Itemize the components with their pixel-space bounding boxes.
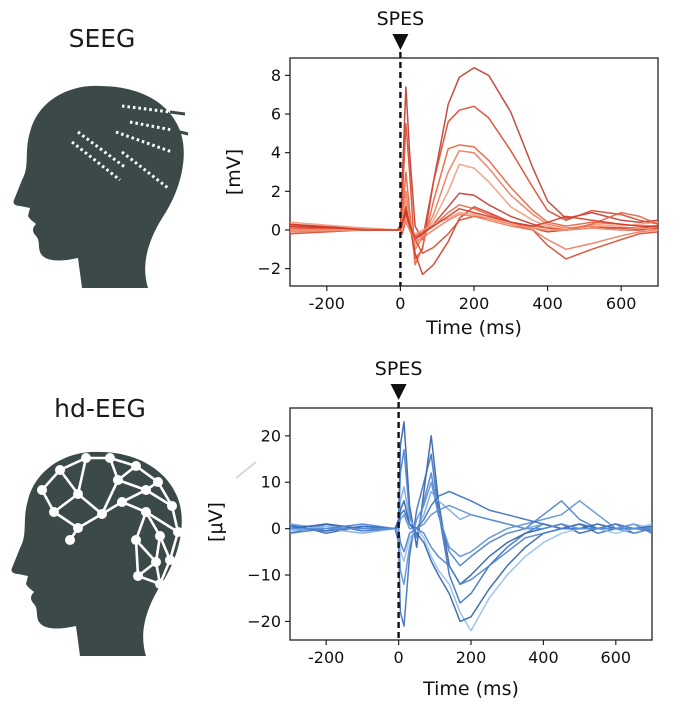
seeg-ticks: -200 0 200 400 600 −2 0 2 4 6 8 [257,66,636,313]
hd-eeg-y-tick-label: 10 [261,473,281,492]
hd-eeg-y-tick-label: −20 [247,612,281,631]
hd-eeg-y-tick-label: −10 [247,566,281,585]
hd-eeg-trace-1 [289,421,653,586]
decorative-connector [235,461,257,479]
seeg-y-tick-label: 8 [271,66,281,85]
seeg-x-tick-label: 400 [532,294,563,313]
hd-eeg-trace-6 [289,523,653,632]
hd-eeg-electrodes [37,453,183,589]
hd-eeg-traces [289,421,653,632]
seeg-x-tick-label: 200 [459,294,490,313]
hd-eeg-stimulus-label: SPES [375,358,423,380]
seeg-trace-3 [289,144,658,266]
seeg-y-tick-label: 4 [271,143,281,162]
seeg-y-tick-label: 6 [271,105,281,124]
hd-eeg-trace-2 [289,453,653,627]
hd-eeg-y-tick-label: 0 [271,519,281,538]
hd-eeg-trace-3 [290,449,653,567]
hd-eeg-y-tick-label: 20 [261,426,281,445]
seeg-plot-frame [289,57,659,287]
modality-label-hd-eeg: hd-EEG [54,394,146,423]
seeg-x-tick-label: 0 [395,294,405,313]
hd-eeg-x-axis-label: Time (ms) [422,678,519,700]
seeg-y-tick-label: 2 [271,182,281,201]
seeg-stimulus-marker [392,34,409,50]
seeg-depth-electrodes [71,104,173,190]
seeg-x-axis-label: Time (ms) [425,317,522,339]
seeg-trace-4 [289,149,659,251]
seeg-y-tick-label: 0 [271,220,281,239]
seeg-electrode-leads [169,110,189,136]
modality-label-seeg: SEEG [69,24,136,53]
hd-eeg-ticks: -200 0 200 400 600 −20 −10 0 10 20 [247,426,631,667]
hd-eeg-y-axis-label: [μV] [205,502,227,542]
seeg-trace-8 [289,215,659,260]
seeg-trace-5 [289,163,659,247]
seeg-x-tick-label: 600 [606,294,637,313]
seeg-trace-2 [289,105,659,260]
hd-eeg-trace-8 [289,490,653,532]
hd-eeg-x-tick-label: 600 [601,648,632,667]
hd-eeg-x-tick-label: 400 [528,648,559,667]
hd-eeg-trace-10 [290,504,652,530]
seeg-y-tick-label: −2 [257,259,281,278]
hd-eeg-x-tick-label: -200 [308,648,344,667]
hd-eeg-x-tick-label: 200 [456,648,487,667]
hd-eeg-stimulus-marker [390,384,407,400]
seeg-chart: -200 0 200 400 600 −2 0 2 4 6 8 SPES Time (ms) [mV… [223,8,659,339]
hd-eeg-head-icon [11,451,183,656]
hd-eeg-x-tick-label: 0 [394,648,404,667]
seeg-stimulus-label: SPES [377,8,425,30]
seeg-head-icon [13,85,189,288]
hd-eeg-trace-7 [289,500,652,623]
seeg-x-tick-label: -200 [309,294,345,313]
seeg-y-axis-label: [mV] [223,149,245,195]
hd-eeg-chart: -200 0 200 400 600 −20 −10 0 10 20 SPES Time (ms)… [205,358,653,700]
seeg-traces [289,66,659,276]
